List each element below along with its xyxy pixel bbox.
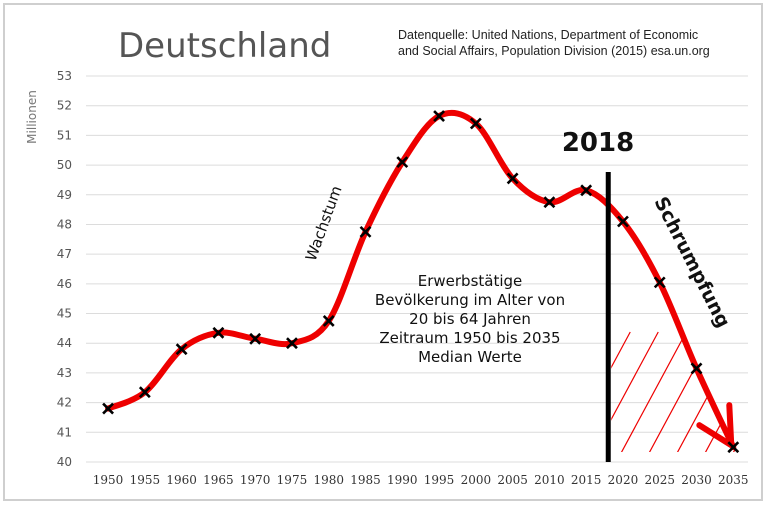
data-point-stroke (175, 343, 188, 356)
data-point (580, 184, 593, 197)
data-point-stroke (580, 184, 593, 197)
data-point (359, 225, 372, 238)
annotation-line-3: 20 bis 64 Jahren (409, 310, 531, 328)
annotation-box: Erwerbstätige Bevölkerung im Alter von 2… (375, 272, 565, 366)
data-point (322, 315, 335, 327)
source-line-2: and Social Affairs, Population Division … (398, 44, 710, 58)
y-axis-label: Millionen (25, 90, 39, 144)
data-point-stroke (727, 441, 740, 454)
data-point (396, 156, 409, 169)
grid-lines (86, 75, 748, 463)
x-tick-label: 2015 (571, 473, 602, 487)
x-tick-label: 1960 (166, 473, 197, 487)
hatch-line (615, 331, 687, 452)
data-point (102, 402, 114, 415)
x-tick-label: 1995 (424, 473, 455, 487)
data-point-stroke (506, 172, 519, 185)
x-tick-label: 1975 (277, 473, 308, 487)
data-point (138, 386, 151, 399)
data-point-stroke (286, 337, 298, 350)
hatch-line (643, 331, 715, 452)
x-tick-label: 2025 (644, 473, 675, 487)
data-point (286, 337, 298, 350)
data-point-stroke (617, 215, 629, 228)
x-tick-label: 1970 (240, 473, 271, 487)
year-marker-label: 2018 (562, 128, 634, 158)
x-tick-label: 1990 (387, 473, 418, 487)
y-tick-label: 50 (57, 158, 72, 172)
y-tick-label: 42 (57, 396, 72, 410)
data-point (506, 172, 519, 185)
data-point-stroke (396, 156, 409, 169)
x-tick-label: 2005 (497, 473, 528, 487)
x-tick-label: 2030 (681, 473, 712, 487)
y-tick-label: 48 (57, 217, 72, 231)
x-tick-label: 2010 (534, 473, 565, 487)
hatch-line (756, 332, 768, 462)
data-markers (102, 110, 740, 454)
x-tick-label: 1985 (350, 473, 381, 487)
y-tick-label: 45 (57, 307, 72, 321)
data-point-stroke (249, 332, 262, 345)
data-point (175, 343, 188, 356)
y-axis-ticks: 40 41 42 43 44 45 46 47 48 49 50 51 52 53 (57, 69, 72, 469)
data-point-stroke (653, 276, 666, 289)
annotation-line-1: Erwerbstätige (418, 272, 523, 290)
y-tick-label: 41 (57, 425, 72, 439)
data-point (690, 362, 703, 375)
y-tick-label: 53 (57, 69, 72, 83)
data-point (727, 441, 740, 454)
x-tick-label: 2000 (461, 473, 492, 487)
hatch-lines (308, 331, 768, 462)
growth-label: Wachstum (302, 183, 346, 263)
data-point (249, 332, 262, 345)
x-tick-label: 2035 (718, 473, 749, 487)
x-tick-label: 2020 (608, 473, 639, 487)
chart-title: Deutschland (118, 26, 331, 66)
y-tick-label: 44 (57, 336, 72, 350)
data-point-stroke (469, 117, 482, 130)
data-point (617, 215, 629, 228)
y-tick-label: 43 (57, 366, 72, 380)
shrink-hatch-area (308, 331, 768, 462)
data-point-stroke (212, 326, 225, 339)
data-point (433, 110, 445, 123)
annotation-line-5: Median Werte (418, 348, 522, 366)
x-tick-label: 1950 (93, 473, 124, 487)
y-tick-label: 52 (57, 99, 72, 113)
y-tick-label: 47 (57, 247, 72, 261)
hatch-line (611, 331, 631, 452)
chart-frame (3, 3, 763, 501)
data-point-stroke (322, 315, 335, 327)
y-tick-label: 51 (57, 128, 72, 142)
hatch-line (308, 332, 378, 462)
data-point-stroke (543, 196, 556, 209)
y-tick-label: 49 (57, 188, 72, 202)
hatch-line (336, 332, 406, 462)
y-tick-label: 40 (57, 455, 72, 469)
x-axis-ticks: 1950 1955 1960 1965 1970 1975 1980 1985 1990 1995… (93, 473, 749, 487)
shrink-label: Schrumpfung (650, 193, 735, 331)
data-point-stroke (359, 225, 372, 238)
data-point (469, 117, 482, 130)
data-point (653, 276, 666, 289)
x-tick-label: 1965 (203, 473, 234, 487)
data-point-stroke (690, 362, 703, 375)
data-point-stroke (138, 386, 151, 399)
data-point (543, 196, 556, 209)
data-point-stroke (433, 110, 445, 123)
annotation-line-2: Bevölkerung im Alter von (375, 291, 565, 309)
source-line-1: Datenquelle: United Nations, Department … (398, 28, 698, 42)
data-point-stroke (102, 402, 114, 415)
x-tick-label: 1955 (130, 473, 161, 487)
hatch-line (532, 332, 602, 462)
data-point (212, 326, 225, 339)
x-tick-label: 1980 (313, 473, 344, 487)
y-tick-label: 46 (57, 277, 72, 291)
annotation-line-4: Zeitraum 1950 bis 2035 (379, 329, 560, 347)
hatch-line (611, 331, 659, 452)
